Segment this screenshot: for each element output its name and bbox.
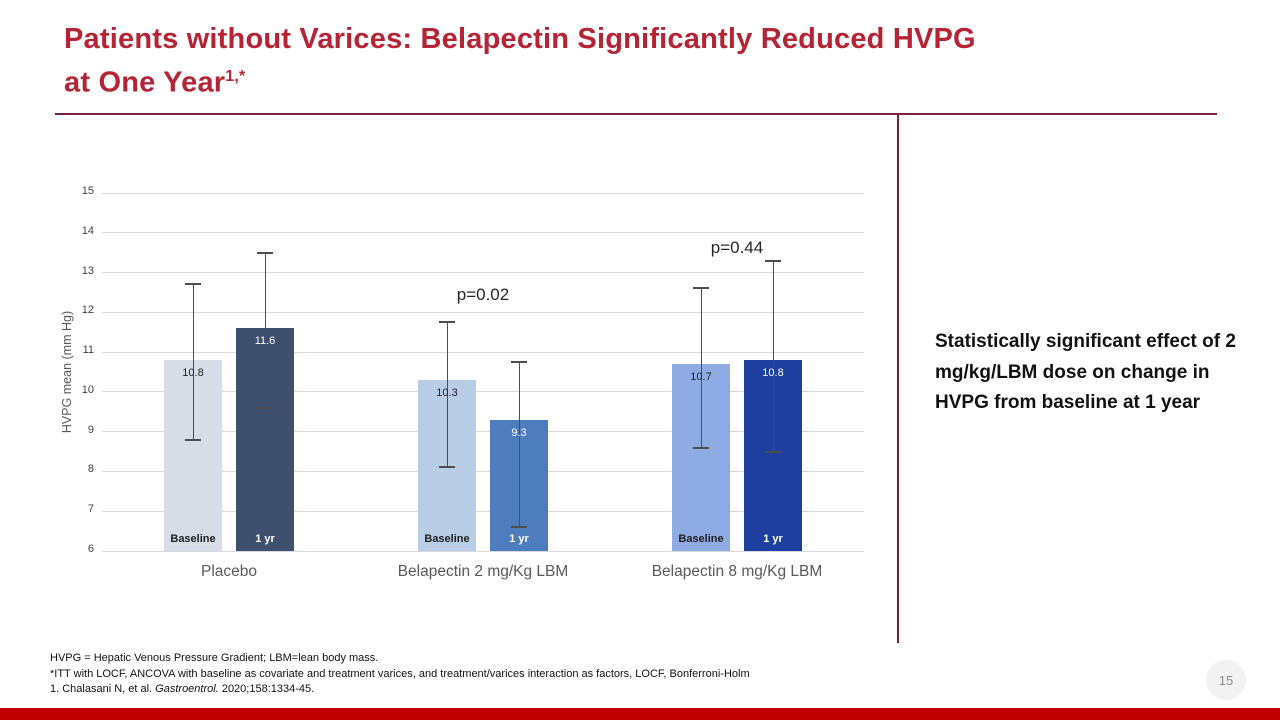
error-bar-cap-bottom	[693, 446, 709, 449]
slide-title: Patients without Varices: Belapectin Sig…	[64, 20, 1194, 102]
bar-value-label: 10.7	[690, 371, 712, 384]
bar-value-label: 10.3	[436, 386, 458, 399]
page-number-badge: 15	[1206, 660, 1246, 700]
error-bar-line	[192, 284, 194, 440]
bar-series-label: Baseline	[170, 533, 216, 545]
y-axis-tick-label: 14	[81, 224, 94, 237]
category-label-belapectin-2-mg-kg-lbm: Belapectin 2 mg/Kg LBM	[397, 563, 569, 580]
title-divider-line	[55, 113, 1217, 115]
vertical-divider-line	[897, 113, 899, 643]
citation-journal: Gastroentrol.	[155, 683, 219, 695]
hvpg-bar-chart: 6 7 8 9 10 11 12 13 14 15 HVPG mean (mm Hg) Placebo…	[60, 185, 864, 580]
y-axis-tick-label: 13	[81, 264, 94, 277]
title-line1: Patients without Varices: Belapectin Sig…	[64, 23, 976, 55]
error-bar-cap-bottom	[511, 526, 527, 529]
y-axis-tick-label: 8	[87, 463, 94, 476]
footnote-citation: 1. Chalasani N, et al. Gastroentrol. 202…	[50, 682, 880, 698]
gridline	[102, 311, 864, 313]
error-bar-cap-top	[765, 259, 781, 262]
bottom-accent-bar	[0, 708, 1280, 720]
bar-value-label: 10.8	[762, 367, 784, 380]
error-bar-line	[518, 362, 520, 528]
bar-series-label: 1 yr	[763, 533, 783, 545]
p-value-annotation: p=0.44	[710, 237, 764, 257]
y-axis-tick-label: 15	[81, 185, 94, 197]
title-superscript: 1,*	[225, 68, 246, 85]
error-bar-cap-bottom	[185, 438, 201, 441]
bar-series-label: 1 yr	[255, 533, 275, 545]
error-bar-line	[772, 260, 774, 452]
y-axis-title: HVPG mean (mm Hg)	[60, 310, 74, 434]
error-bar-cap-bottom	[257, 406, 273, 409]
bar-series-label: Baseline	[424, 533, 470, 545]
error-bar-cap-top	[439, 321, 455, 324]
bar-value-label: 10.8	[182, 367, 204, 380]
category-label-belapectin-8-mg-kg-lbm: Belapectin 8 mg/Kg LBM	[651, 563, 823, 580]
citation-suffix: 2020;158:1334-45.	[218, 683, 315, 695]
gridline	[102, 470, 864, 472]
error-bar-cap-top	[185, 283, 201, 286]
y-axis-tick-label: 11	[82, 344, 94, 357]
gridline	[102, 510, 864, 512]
error-bar-cap-top	[511, 361, 527, 364]
y-axis-tick-label: 12	[81, 304, 94, 317]
error-bar-cap-bottom	[439, 466, 455, 469]
error-bar-cap-top	[257, 251, 273, 254]
gridline	[102, 351, 864, 353]
bar-value-label: 11.6	[254, 335, 276, 348]
gridline	[102, 232, 864, 234]
bar-value-label: 9.3	[511, 426, 527, 439]
page-number: 15	[1218, 672, 1234, 688]
gridline	[102, 272, 864, 274]
error-bar-line	[264, 252, 266, 408]
error-bar-line	[446, 322, 448, 468]
y-axis-tick-label: 9	[87, 423, 94, 436]
error-bar-cap-top	[693, 287, 709, 290]
category-label-placebo: Placebo	[200, 563, 257, 580]
bar-series-label: Baseline	[678, 533, 724, 545]
footnote-methods: *ITT with LOCF, ANCOVA with baseline as …	[50, 667, 750, 680]
gridline	[102, 550, 864, 552]
error-bar-line	[700, 288, 702, 448]
footnotes: HVPG = Hepatic Venous Pressure Gradient;…	[50, 651, 880, 698]
title-line2: at One Year	[64, 66, 226, 99]
bar-series-label: 1 yr	[509, 533, 529, 545]
callout-text: Statistically significant effect of 2 mg…	[935, 331, 1236, 413]
gridline	[102, 391, 864, 393]
p-value-annotation: p=0.02	[456, 285, 510, 305]
y-axis-tick-label: 7	[87, 503, 94, 516]
y-axis-tick-label: 10	[81, 383, 94, 396]
error-bar-cap-bottom	[765, 450, 781, 453]
citation-prefix: 1. Chalasani N, et al.	[50, 683, 156, 695]
y-axis-tick-label: 6	[87, 543, 94, 555]
gridline	[102, 192, 864, 194]
gridline	[102, 431, 864, 433]
footnote-abbreviations: HVPG = Hepatic Venous Pressure Gradient;…	[50, 652, 379, 664]
